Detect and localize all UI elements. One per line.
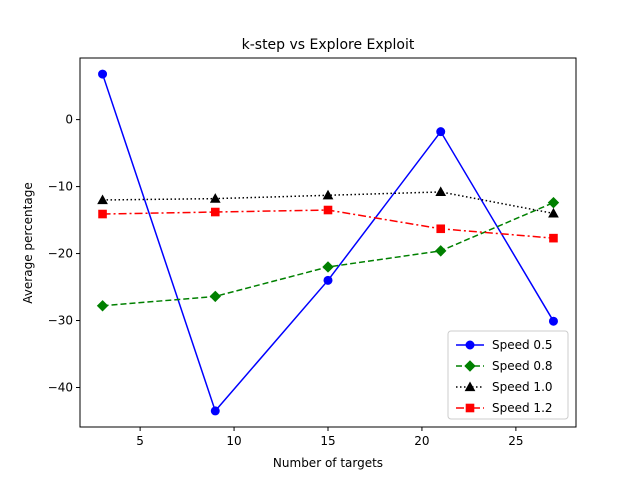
series-speed-0-8-point	[547, 196, 560, 209]
series-lines	[96, 69, 560, 416]
series-speed-1-0-line	[102, 191, 554, 215]
legend-swatch-marker	[464, 381, 476, 392]
chart-title: k-step vs Explore Exploit	[242, 37, 415, 53]
legend-entry: Speed 1.2	[456, 401, 553, 415]
series-speed-1-0	[97, 186, 559, 218]
legend-entry: Speed 1.0	[456, 380, 553, 394]
series-speed-1-2	[98, 205, 558, 243]
legend-swatch-marker	[465, 340, 475, 350]
series-speed-0-5-point	[210, 406, 220, 416]
legend-label: Speed 0.5	[492, 338, 553, 352]
series-speed-1-2-point	[549, 233, 558, 243]
y-tick-label: 0	[65, 113, 73, 127]
series-speed-0-8-point	[322, 261, 334, 273]
legend-label: Speed 1.0	[492, 380, 553, 394]
series-speed-0-8-point	[209, 290, 221, 303]
series-speed-1-0-point	[209, 193, 221, 203]
legend: Speed 0.5 Speed 0.8 Speed 1.0 Speed 1.2	[447, 330, 569, 420]
series-speed-1-0-point	[97, 194, 108, 205]
series-speed-0-8-point	[96, 300, 109, 312]
x-tick-label: 10	[226, 434, 241, 448]
legend-label: Speed 1.2	[492, 401, 553, 415]
x-axis-label: Number of targets	[273, 456, 383, 470]
x-tick-label: 5	[136, 434, 144, 448]
legend-swatch-marker	[465, 403, 475, 413]
series-speed-0-8-point	[435, 245, 447, 257]
y-tick-label: −10	[48, 180, 73, 194]
series-speed-0-5-point	[548, 316, 558, 326]
y-tick-label: −20	[48, 247, 73, 261]
legend-entry: Speed 0.8	[456, 359, 553, 373]
series-speed-0-5-point	[323, 275, 333, 285]
axis-ticks: 5 10 15 20 25 0 −10 −20 −30 −40	[48, 113, 524, 448]
series-speed-1-2-point	[323, 205, 333, 215]
legend-label: Speed 0.8	[492, 359, 553, 373]
series-speed-0-8	[96, 196, 560, 312]
x-tick-label: 25	[508, 434, 523, 448]
y-tick-label: −40	[48, 380, 73, 394]
series-speed-1-0-point	[435, 186, 447, 197]
series-speed-0-5-point	[98, 69, 108, 79]
y-axis-label: Average percentage	[21, 182, 35, 303]
series-speed-0-5	[98, 69, 558, 416]
legend-swatch-marker	[464, 360, 476, 372]
series-speed-1-0-point	[322, 189, 334, 200]
series-speed-1-0-point	[548, 207, 559, 218]
legend-box	[447, 330, 569, 420]
legend-entry: Speed 0.5	[456, 338, 553, 352]
y-tick-label: −30	[48, 314, 73, 328]
series-speed-1-2-point	[98, 209, 107, 219]
series-speed-1-2-point	[436, 224, 446, 234]
x-tick-label: 20	[414, 434, 429, 448]
series-speed-0-5-point	[436, 127, 446, 137]
series-speed-1-2-point	[210, 207, 220, 217]
x-tick-label: 15	[320, 434, 335, 448]
